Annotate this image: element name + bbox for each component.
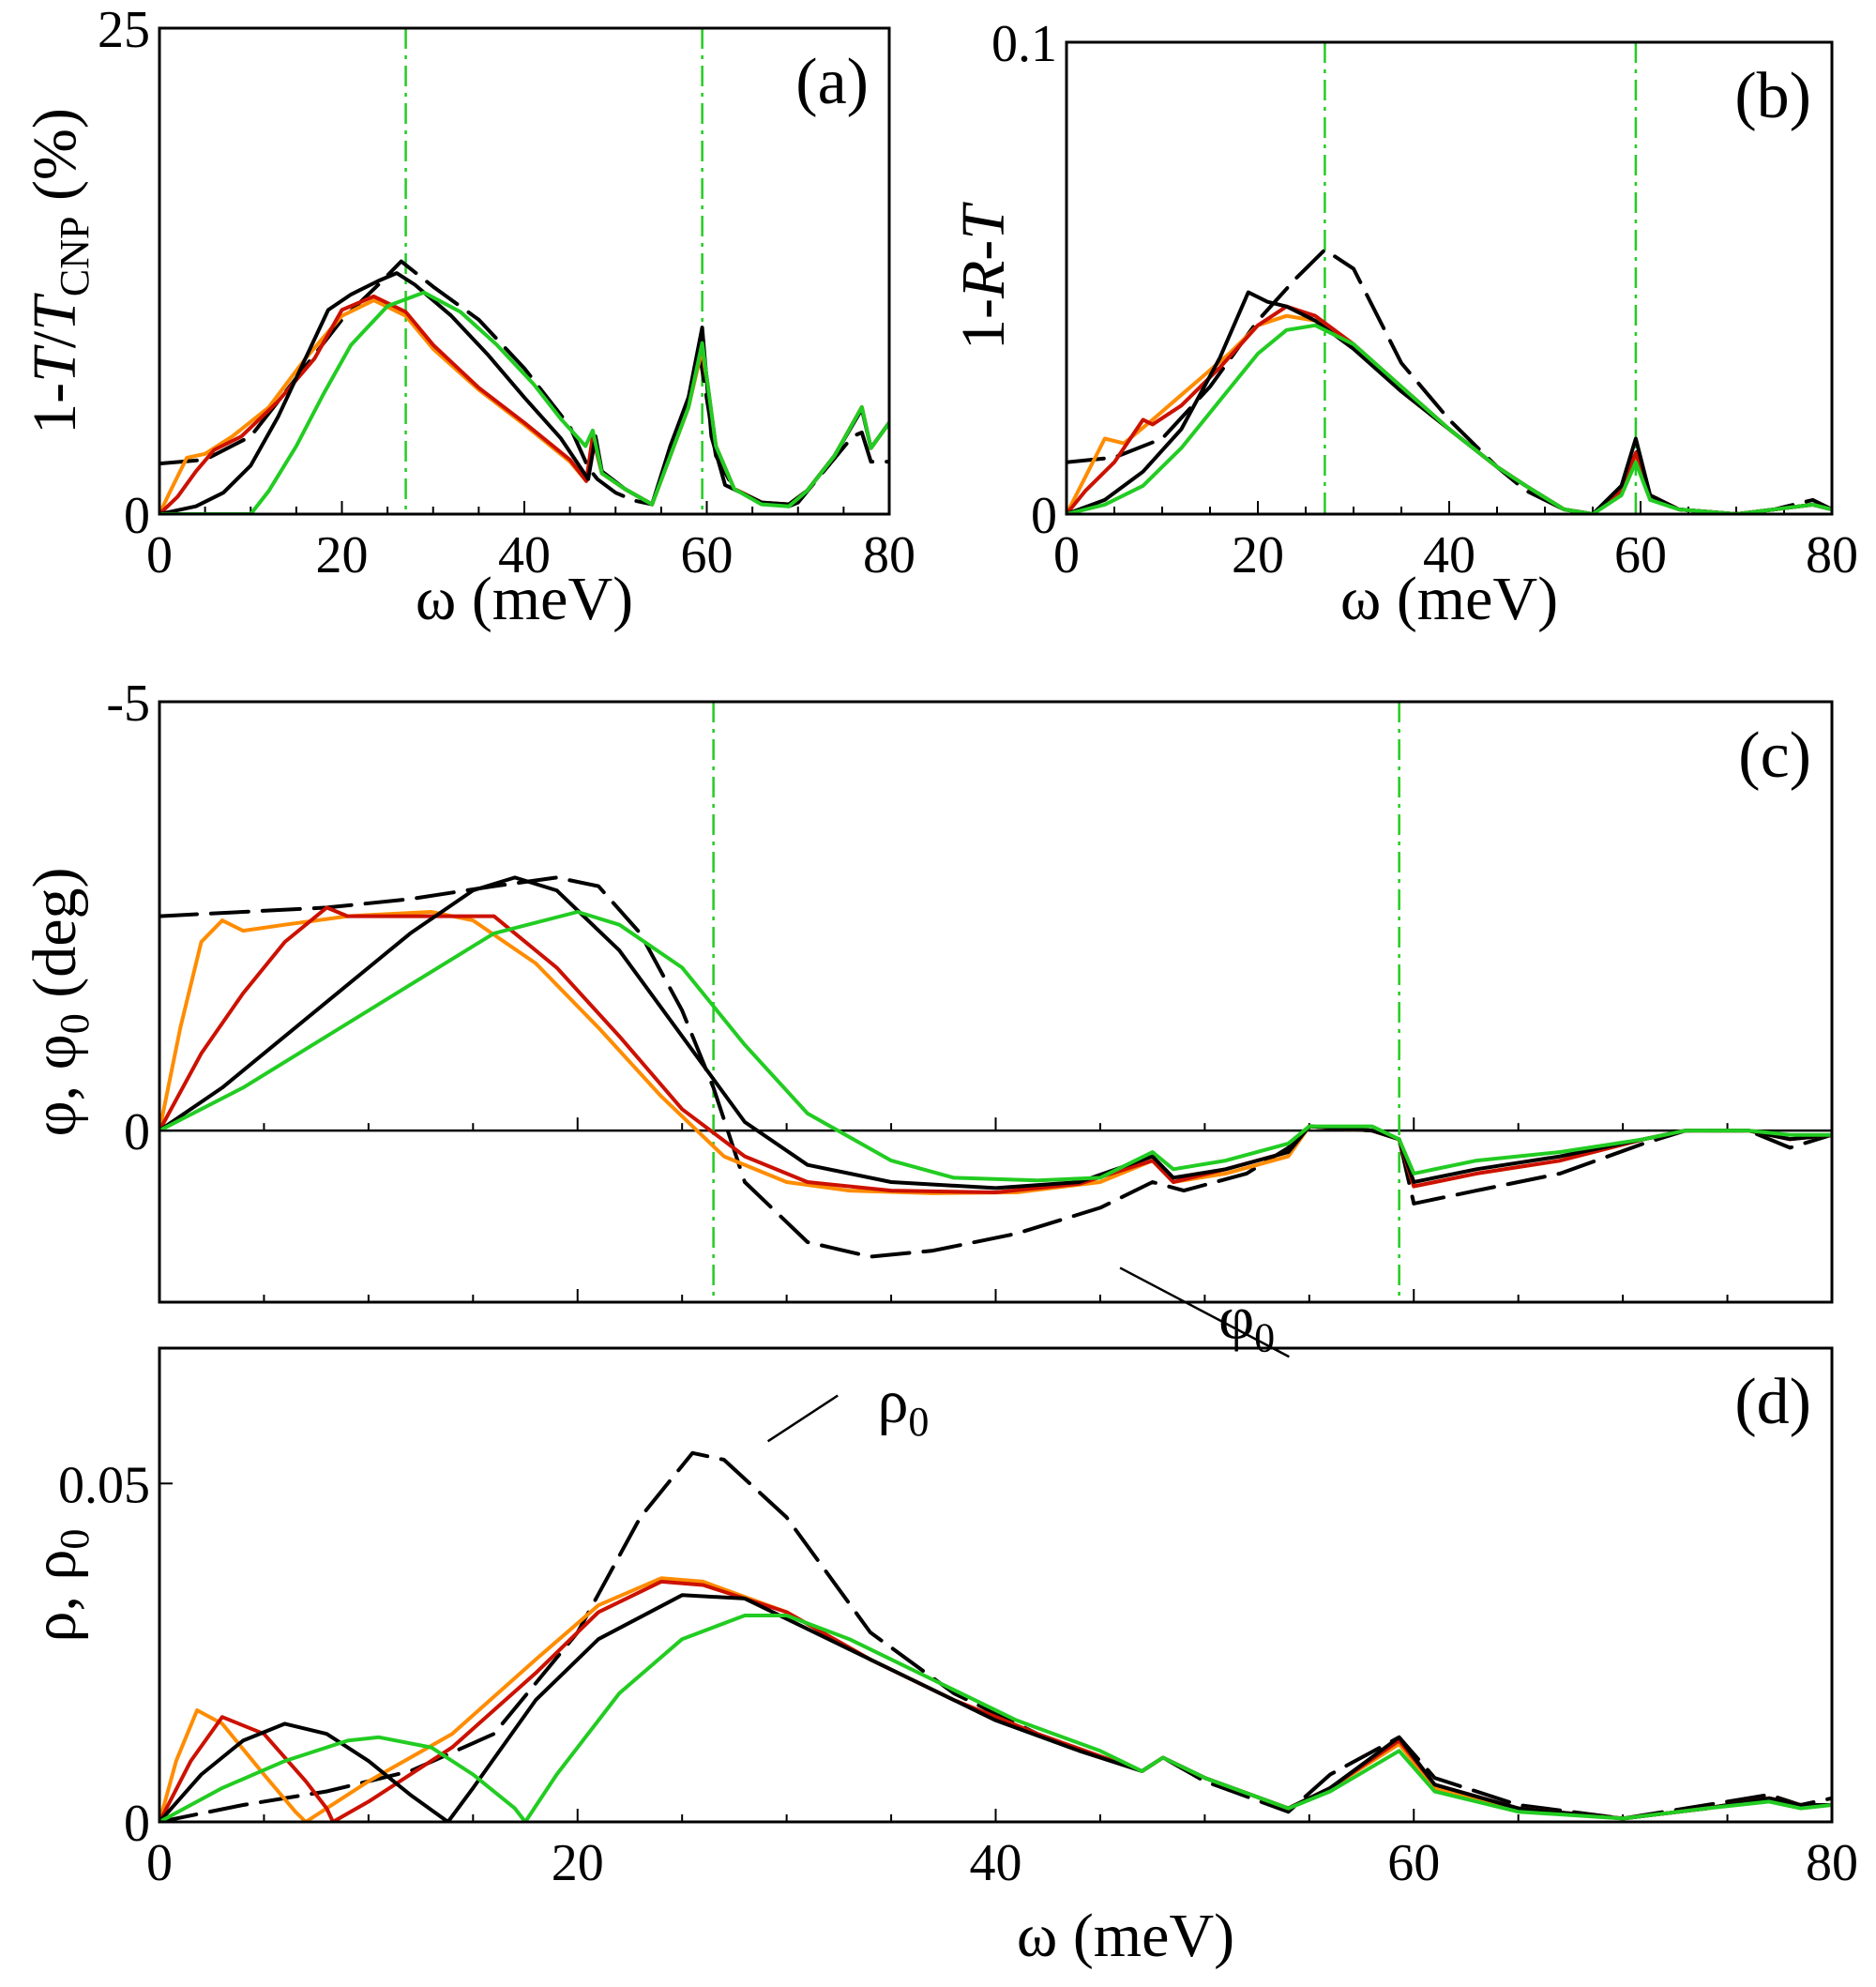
- x-tick-label: 20: [552, 1834, 604, 1892]
- plot-frame: [158, 700, 1834, 1304]
- y-tick-label: 0.1: [991, 15, 1057, 73]
- y-tick-label: 0: [124, 1103, 150, 1161]
- series-green: [1067, 323, 1832, 514]
- x-tick-label: 60: [681, 526, 734, 584]
- x-axis-label: ω (meV): [1017, 1902, 1234, 1970]
- series-black: [159, 271, 889, 514]
- plot-frame: [158, 26, 891, 516]
- y-axis-label: ρ, ρ0: [21, 1529, 98, 1643]
- series-group: [159, 1450, 1832, 1822]
- y-tick-label: 0: [1031, 487, 1057, 545]
- panel-c: -50(c)φ, φ0 (deg)φ0: [21, 675, 1834, 1360]
- x-tick-label: 80: [1806, 1834, 1858, 1892]
- panel-label: (c): [1738, 720, 1811, 792]
- panel-label: (d): [1734, 1366, 1811, 1438]
- x-tick-label: 20: [316, 526, 369, 584]
- x-tick-label: 40: [498, 526, 551, 584]
- series-black-dashed: [1067, 248, 1832, 514]
- x-tick-label: 20: [1232, 526, 1284, 584]
- series-orange: [1067, 313, 1832, 514]
- panel-d: 0 20 40 60 80 0 0.05 (d) ω (meV) ρ, ρ0 ρ0: [21, 1346, 1858, 1970]
- panel-label: (b): [1734, 60, 1811, 132]
- x-tick-label: 80: [1806, 526, 1858, 584]
- panel-b: 0 20 40 60 80 0 0.1 (b) ω (meV) 1-R-T: [949, 15, 1858, 633]
- annotation-leader: [766, 1394, 839, 1443]
- series-red: [1067, 304, 1832, 514]
- series-green: [159, 290, 889, 514]
- panel-label: (a): [795, 46, 869, 118]
- y-tick-label: 25: [98, 1, 150, 59]
- series-group: [159, 875, 1832, 1259]
- x-tick-label: 0: [146, 526, 173, 584]
- series-black-dashed: [159, 259, 889, 508]
- series-orange: [159, 298, 889, 514]
- x-tick-label: 0: [1053, 526, 1080, 584]
- y-tick-label: 0.05: [58, 1456, 150, 1514]
- series-group: [1067, 248, 1832, 514]
- x-axis-label: ω (meV): [416, 565, 633, 633]
- annotation-label: ρ0: [877, 1368, 929, 1445]
- series-red: [159, 1579, 1832, 1822]
- x-tick-label: 60: [1387, 1834, 1440, 1892]
- x-tick-label: 80: [863, 526, 915, 584]
- y-tick-label: -5: [106, 675, 150, 733]
- annotation-leader: [1119, 1267, 1290, 1358]
- y-tick-label: 0: [124, 487, 150, 545]
- plot-frame: [158, 1346, 1834, 1824]
- series-black: [159, 1593, 1832, 1822]
- x-tick-label: 40: [1423, 526, 1475, 584]
- x-tick-label: 40: [970, 1834, 1022, 1892]
- y-tick-label: 0: [124, 1795, 150, 1853]
- y-axis-label: φ, φ0 (deg): [21, 868, 98, 1137]
- plot-frame: [1065, 40, 1834, 516]
- series-green: [159, 1614, 1832, 1822]
- y-axis-label: 1-T/TCNP (%): [21, 108, 98, 434]
- series-group: [159, 259, 889, 514]
- y-axis-label: 1-R-T: [949, 202, 1018, 350]
- series-black-dashed: [159, 875, 1832, 1259]
- series-orange: [159, 1576, 1832, 1822]
- panel-a: 0 20 40 60 80 0 25 (a) ω (meV) 1-T/TCNP (%): [21, 1, 915, 633]
- x-tick-label: 60: [1614, 526, 1667, 584]
- x-tick-label: 0: [146, 1834, 173, 1892]
- series-black: [159, 875, 1832, 1191]
- series-green: [159, 910, 1832, 1183]
- series-black-dashed: [159, 1450, 1832, 1822]
- x-axis-label: ω (meV): [1340, 565, 1558, 633]
